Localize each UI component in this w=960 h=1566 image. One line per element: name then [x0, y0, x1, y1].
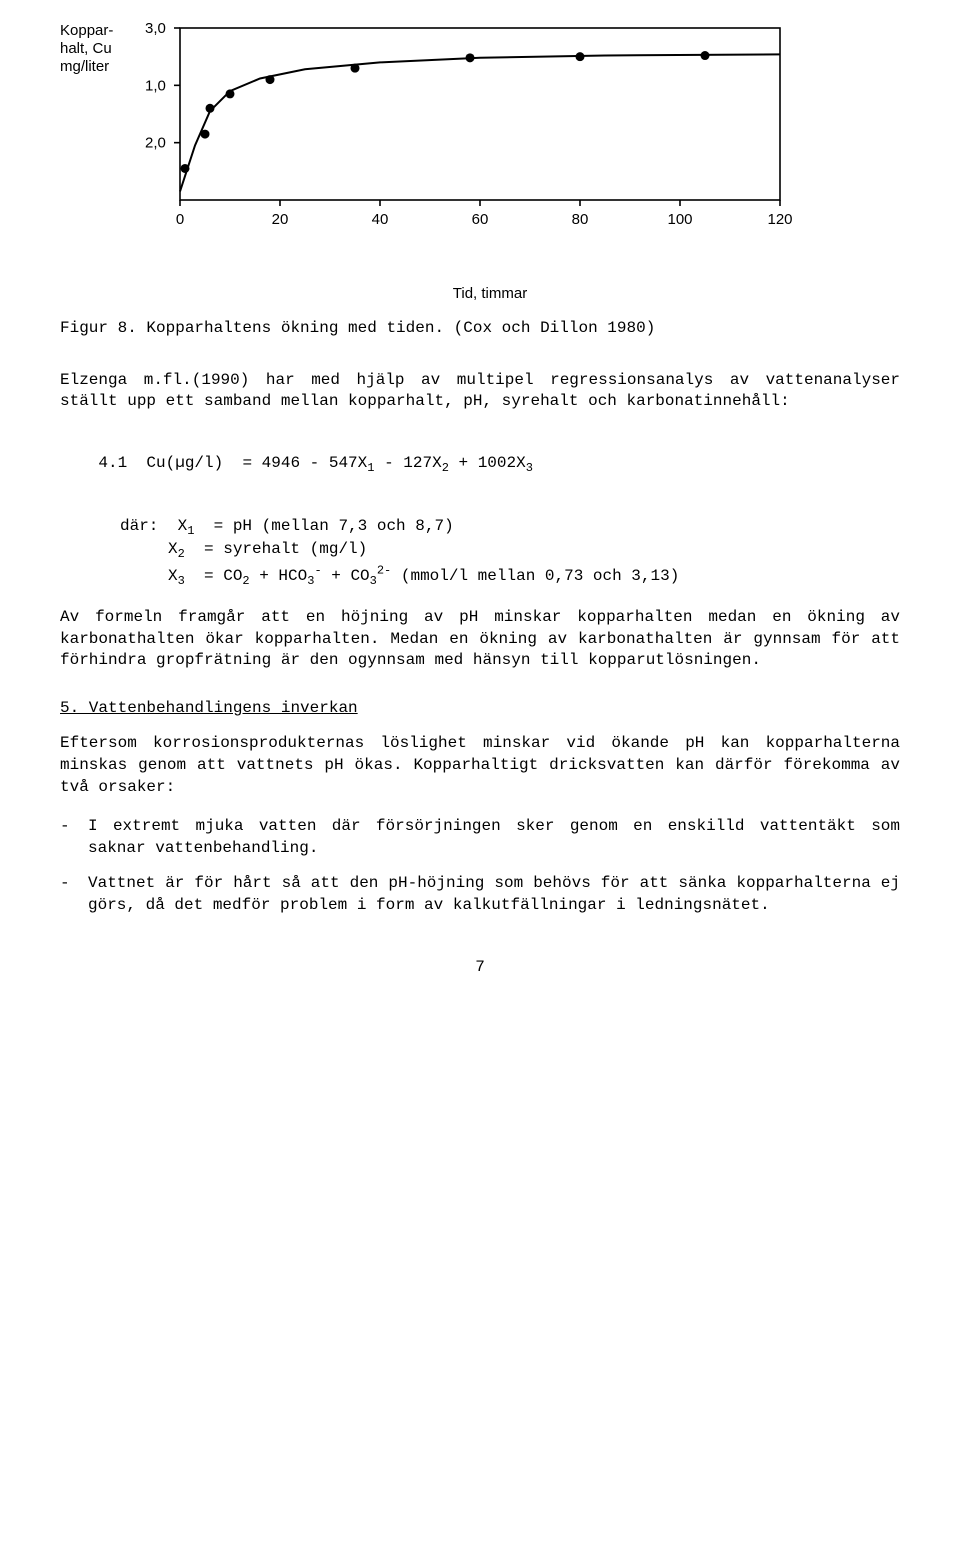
copper-chart: Koppar- halt, Cu mg/liter 3,0 2,0 1,0 0 20 40…	[60, 20, 900, 304]
chart-x-axis-label: Tid, timmar	[180, 284, 800, 304]
dash-icon: -	[60, 873, 88, 916]
svg-text:1,0: 1,0	[145, 77, 166, 94]
svg-text:40: 40	[372, 211, 389, 228]
svg-text:20: 20	[272, 211, 289, 228]
chart-svg: 3,0 2,0 1,0 0 20 40 60 80 100 120	[60, 20, 800, 280]
equation-where-block: där: X1 = pH (mellan 7,3 och 8,7) X2 = s…	[120, 516, 900, 589]
paragraph-formula-explanation: Av formeln framgår att en höjning av pH …	[60, 607, 900, 672]
svg-text:60: 60	[472, 211, 489, 228]
list-item: - I extremt mjuka vatten där försörjning…	[60, 816, 900, 859]
svg-text:2,0: 2,0	[145, 135, 166, 152]
list-item-text: I extremt mjuka vatten där försörjningen…	[88, 816, 900, 859]
chart-y-axis-label: Koppar- halt, Cu mg/liter	[60, 22, 113, 76]
section-5-title: 5. Vattenbehandlingens inverkan	[60, 698, 900, 720]
figure-caption: Figur 8. Kopparhaltens ökning med tiden.…	[60, 318, 900, 340]
list-item-text: Vattnet är för hårt så att den pH-höjnin…	[88, 873, 900, 916]
svg-text:120: 120	[767, 211, 792, 228]
svg-text:80: 80	[572, 211, 589, 228]
equation-4-1: 4.1 Cu(µg/l) = 4946 - 547X1 - 127X2 + 10…	[60, 431, 900, 498]
page: Koppar- halt, Cu mg/liter 3,0 2,0 1,0 0 20 40…	[0, 0, 960, 1566]
list-item: - Vattnet är för hårt så att den pH-höjn…	[60, 873, 900, 916]
svg-text:0: 0	[176, 211, 184, 228]
svg-text:100: 100	[667, 211, 692, 228]
dash-icon: -	[60, 816, 88, 859]
paragraph-section5-intro: Eftersom korrosionsprodukternas löslighe…	[60, 733, 900, 798]
svg-text:3,0: 3,0	[145, 20, 166, 37]
page-number: 7	[60, 957, 900, 979]
paragraph-intro: Elzenga m.fl.(1990) har med hjälp av mul…	[60, 370, 900, 413]
